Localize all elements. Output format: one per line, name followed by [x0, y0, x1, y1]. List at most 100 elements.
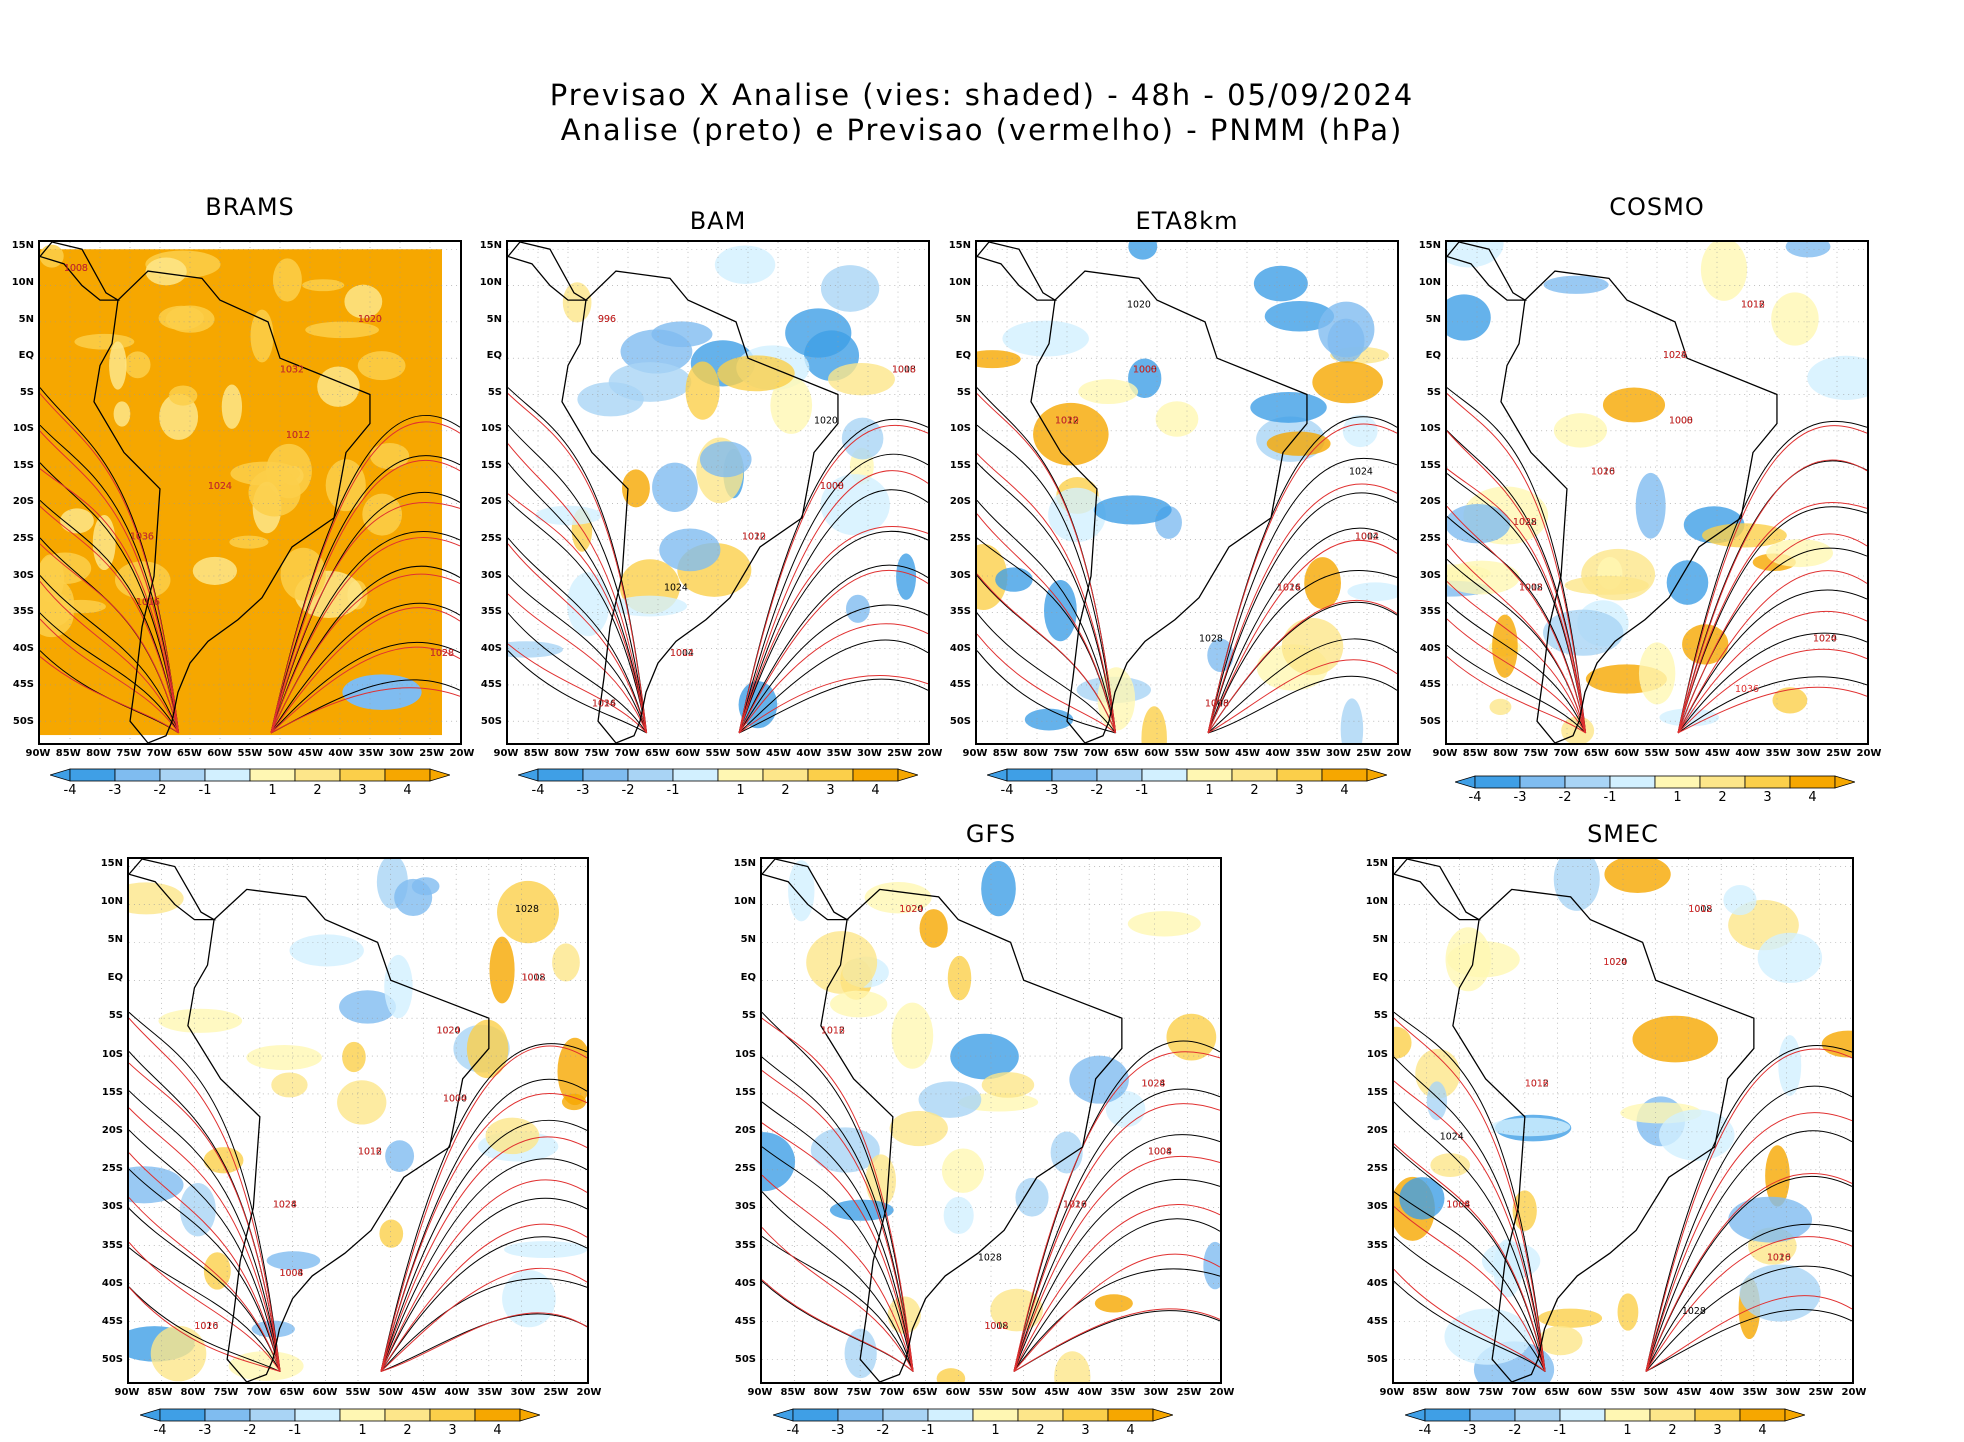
colorbar-band — [159, 768, 206, 782]
lat-tick-label: 10S — [1419, 423, 1441, 435]
lat-tick-label: 15S — [1366, 1086, 1388, 1098]
bias-blob — [1447, 294, 1491, 341]
forecast-isobar — [1447, 393, 1867, 734]
lon-tick-label: 75W — [213, 1387, 239, 1398]
bias-blob — [557, 1037, 587, 1106]
central-america-coastline — [508, 242, 589, 301]
colorbar-label: 3 — [448, 1423, 457, 1438]
forecast-isobar — [1447, 656, 1867, 734]
analysis-contour-label: 1008 — [984, 1321, 1008, 1332]
bias-blob — [1048, 487, 1106, 543]
colorbar-band — [1096, 768, 1143, 782]
lat-tick-label: 15S — [734, 1086, 756, 1098]
bias-blob — [788, 860, 815, 922]
colorbar-band — [762, 768, 809, 782]
colorbar-label: -4 — [786, 1423, 800, 1438]
lon-tick-label: 35W — [358, 748, 384, 759]
bias-blob — [1617, 1293, 1639, 1331]
analysis-isobar — [977, 462, 1397, 734]
bias-blob — [379, 1219, 404, 1248]
forecast-isobar — [1447, 543, 1867, 734]
forecast-isobar — [508, 543, 928, 734]
forecast-contour-label: 1020 — [742, 532, 766, 543]
analysis-contour-label: 1020 — [1813, 633, 1837, 644]
lon-tick-label: 20W — [576, 1387, 602, 1398]
bias-blob — [1127, 911, 1201, 937]
analysis-contour-label: 1028 — [978, 1253, 1002, 1264]
bias-blob — [1054, 1351, 1091, 1382]
colorbar-label: -4 — [1418, 1423, 1432, 1438]
colorbar-label: -4 — [153, 1423, 167, 1438]
map-svg-2: 1000 1004 1008 1012 1016 1020 1024 1028 1008 1012… — [977, 242, 1397, 743]
bias-blob — [1490, 1117, 1571, 1137]
lat-tick-label: 35S — [1366, 1239, 1388, 1251]
analysis-contour-label: 1024 — [1663, 350, 1687, 361]
lat-tick-label: EQ — [1372, 972, 1388, 984]
forecast-contour-label: 1032 — [1513, 517, 1537, 528]
lon-tick-label: 60W — [1614, 748, 1640, 759]
bias-blob — [1632, 1015, 1719, 1063]
lat-tick-label: 15N — [733, 857, 756, 869]
lon-tick-label: 80W — [554, 748, 580, 759]
forecast-contour-label: 1012 — [670, 648, 694, 659]
bias-blob — [1807, 355, 1867, 400]
bias-blob — [1281, 618, 1344, 676]
analysis-contour-label: 1012 — [742, 532, 766, 543]
forecast-isobar — [40, 656, 460, 734]
colorbar-low-arrow — [773, 1408, 794, 1422]
colorbar-label: -4 — [1000, 783, 1014, 798]
analysis-contour-label: 1028 — [1199, 633, 1223, 644]
colorbar-band — [927, 1408, 974, 1422]
analysis-isobar — [129, 1129, 587, 1372]
forecast-contour-label: 1020 — [1767, 1253, 1791, 1264]
lat-tick-label: 30S — [12, 569, 34, 581]
forecast-contour-label: 1004 — [443, 1094, 467, 1105]
bias-blob — [302, 279, 345, 292]
lon-tick-label: 55W — [1174, 748, 1200, 759]
bias-blob — [659, 528, 721, 572]
forecast-isobar — [508, 443, 928, 734]
lat-tick-label: EQ — [486, 350, 502, 362]
bias-blob — [1757, 932, 1823, 984]
bias-blob — [845, 594, 870, 623]
lon-tick-label: 45W — [1705, 748, 1731, 759]
colorbar-label: 4 — [1758, 1423, 1767, 1438]
analysis-contour-label: 1020 — [358, 314, 382, 325]
forecast-contour-label: 1024 — [1603, 957, 1627, 968]
colorbar-label: 4 — [871, 783, 880, 798]
analysis-isobar — [1394, 1191, 1852, 1372]
lat-tick-label: 15N — [11, 240, 34, 252]
colorbar-label: -2 — [621, 783, 635, 798]
bias-blob — [272, 258, 302, 302]
forecast-contour-label: 1020 — [358, 314, 382, 325]
forecast-isobar — [508, 493, 928, 734]
bias-blob — [370, 442, 410, 470]
lon-tick-label: 30W — [1795, 748, 1821, 759]
analysis-contour-label: 1020 — [899, 904, 923, 915]
lon-tick-label: 85W — [780, 1387, 806, 1398]
map-svg-3: 1000100810121016102010241028100810121016… — [1447, 242, 1867, 743]
bias-blob — [1203, 1241, 1220, 1290]
analysis-isobar — [1394, 1280, 1852, 1372]
lon-tick-label: 25W — [1356, 748, 1382, 759]
map-svg-4: 1000100410081012101610201024102810041008… — [129, 859, 587, 1382]
analysis-isobar — [762, 1056, 1220, 1372]
bias-blob — [229, 535, 269, 549]
bias-blob — [124, 351, 151, 379]
analysis-contour-label: 1012 — [286, 430, 310, 441]
lat-tick-label: 20S — [734, 1124, 756, 1136]
forecast-isobar — [762, 1227, 1220, 1372]
bias-blob — [203, 1252, 231, 1290]
analysis-isobar — [1447, 644, 1867, 734]
colorbar-high-arrow — [1152, 1408, 1173, 1422]
analysis-isobar — [129, 1011, 587, 1372]
colorbar-label: -3 — [108, 783, 122, 798]
colorbar-band — [1231, 768, 1278, 782]
lat-tick-label: 30S — [101, 1201, 123, 1213]
lat-tick-label: 5N — [740, 934, 756, 945]
colorbar-label: 3 — [1763, 790, 1772, 805]
lat-tick-label: 10S — [1366, 1048, 1388, 1060]
lat-tick-label: 20S — [949, 496, 971, 508]
colorbar-label: 1 — [1623, 1423, 1632, 1438]
colorbar-band — [1559, 1408, 1606, 1422]
